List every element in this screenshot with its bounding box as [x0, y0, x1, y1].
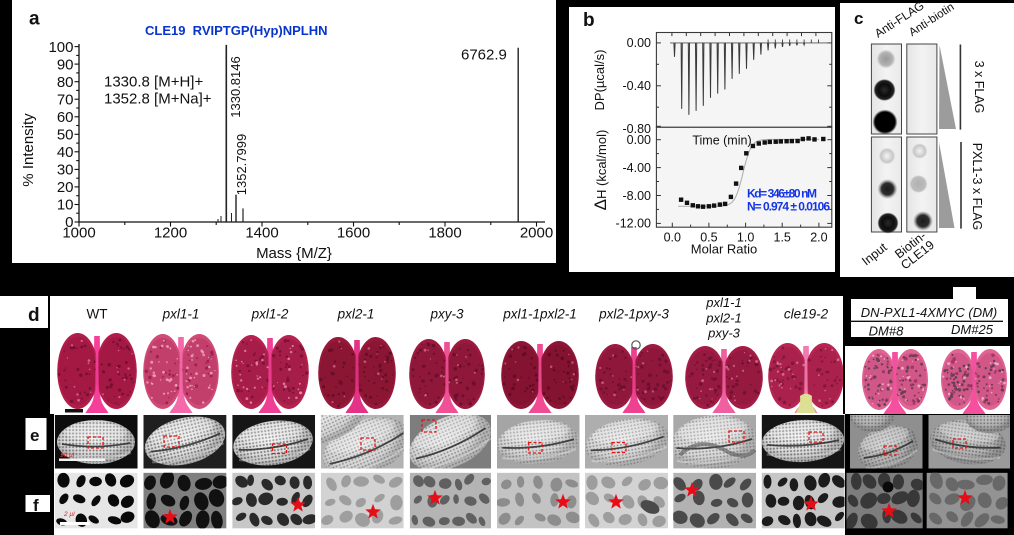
svg-text:3 x FLAG: 3 x FLAG — [972, 61, 986, 114]
svg-text:pxl2-1: pxl2-1 — [337, 307, 375, 322]
svg-text:70: 70 — [57, 91, 74, 108]
svg-text:0.0: 0.0 — [664, 231, 681, 245]
svg-text:40: 40 — [57, 144, 74, 161]
svg-text:10 µl: 10 µl — [60, 452, 75, 459]
svg-text:ΔH (kcal/mol): ΔH (kcal/mol) — [591, 130, 610, 211]
svg-text:e: e — [30, 426, 39, 445]
svg-text:DP(µcal/s): DP(µcal/s) — [592, 50, 607, 111]
svg-text:2.0: 2.0 — [810, 231, 827, 245]
svg-text:N= 0.974 ± 0.0106: N= 0.974 ± 0.0106 — [747, 200, 830, 214]
svg-text:0: 0 — [65, 214, 73, 231]
svg-text:pxl2-1pxy-3: pxl2-1pxy-3 — [598, 307, 669, 322]
svg-text:1352.8 [M+Na]+: 1352.8 [M+Na]+ — [104, 91, 212, 108]
svg-text:b: b — [583, 10, 595, 31]
svg-text:1600: 1600 — [337, 225, 370, 242]
svg-text:pxl2-1: pxl2-1 — [705, 310, 741, 325]
svg-text:-0.80: -0.80 — [623, 122, 652, 136]
svg-text:1000: 1000 — [62, 225, 95, 242]
svg-text:-4.00: -4.00 — [623, 161, 652, 175]
svg-text:c: c — [854, 9, 863, 28]
svg-text:1.0: 1.0 — [737, 231, 754, 245]
svg-text:CLE19 RVIPTGP(Hyp)NPLHN: CLE19 RVIPTGP(Hyp)NPLHN — [145, 23, 328, 38]
svg-text:PXL1-3 x FLAG: PXL1-3 x FLAG — [970, 143, 984, 231]
svg-text:Molar Ratio: Molar Ratio — [691, 242, 757, 257]
svg-text:pxl1-2: pxl1-2 — [251, 307, 289, 322]
svg-text:0.00: 0.00 — [627, 133, 651, 147]
svg-text:6762.9: 6762.9 — [461, 47, 507, 64]
svg-text:pxl1-1pxl2-1: pxl1-1pxl2-1 — [502, 307, 577, 322]
svg-text:30: 30 — [57, 162, 74, 179]
svg-text:1330.8146: 1330.8146 — [228, 56, 243, 117]
svg-text:0.00: 0.00 — [627, 36, 651, 50]
svg-text:60: 60 — [57, 109, 74, 126]
svg-text:a: a — [29, 9, 40, 30]
svg-text:-12.00: -12.00 — [616, 217, 651, 231]
svg-text:cle19-2: cle19-2 — [784, 307, 829, 322]
svg-text:90: 90 — [57, 56, 74, 73]
svg-text:1800: 1800 — [428, 225, 461, 242]
svg-text:pxl1-1: pxl1-1 — [162, 307, 200, 322]
svg-text:pxy-3: pxy-3 — [707, 326, 741, 341]
svg-text:50: 50 — [57, 127, 74, 144]
svg-text:DM#25: DM#25 — [951, 322, 994, 337]
svg-text:2000: 2000 — [520, 225, 553, 242]
svg-text:100: 100 — [48, 39, 73, 56]
svg-text:1352.7999: 1352.7999 — [234, 134, 249, 195]
svg-text:2 µl: 2 µl — [63, 511, 75, 518]
svg-text:80: 80 — [57, 74, 74, 91]
svg-text:DN-PXL1-4XMYC (DM): DN-PXL1-4XMYC (DM) — [861, 305, 998, 320]
svg-text:WT: WT — [87, 307, 108, 322]
svg-text:DM#8: DM#8 — [869, 324, 904, 339]
svg-text:-0.40: -0.40 — [623, 79, 652, 93]
svg-text:d: d — [28, 305, 40, 326]
svg-text:% Intensity: % Intensity — [20, 113, 37, 187]
svg-text:1200: 1200 — [154, 225, 187, 242]
svg-text:Kd= 346±80 nM: Kd= 346±80 nM — [747, 187, 817, 201]
svg-text:pxy-3: pxy-3 — [429, 307, 464, 322]
svg-text:pxl1-1: pxl1-1 — [705, 295, 741, 310]
svg-text:Time (min): Time (min) — [692, 134, 751, 148]
svg-text:0.5: 0.5 — [700, 231, 717, 245]
svg-text:-8.00: -8.00 — [623, 189, 652, 203]
svg-text:f: f — [33, 496, 39, 515]
svg-text:Mass {M/Z}: Mass {M/Z} — [256, 245, 332, 262]
svg-text:20: 20 — [57, 179, 74, 196]
svg-text:1400: 1400 — [245, 225, 278, 242]
svg-text:10: 10 — [57, 197, 74, 214]
svg-text:1.5: 1.5 — [774, 231, 791, 245]
svg-text:1330.8 [M+H]+: 1330.8 [M+H]+ — [104, 74, 203, 91]
